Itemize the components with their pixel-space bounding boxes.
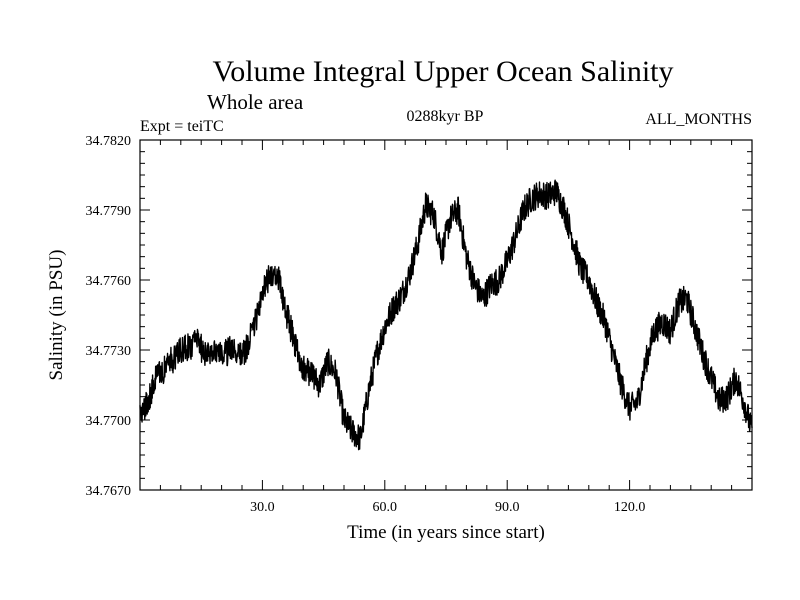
y-tick-label: 34.7670: [86, 484, 132, 499]
y-tick-label: 34.7820: [86, 134, 132, 149]
y-tick-label: 34.7760: [86, 274, 132, 289]
period-label: 0288kyr BP: [407, 108, 484, 125]
x-tick-label: 90.0: [495, 500, 520, 515]
plot-frame: [139, 139, 753, 491]
chart-subtitle: Whole area: [207, 90, 304, 114]
x-tick-label: 30.0: [250, 500, 275, 515]
y-tick-label: 34.7790: [86, 204, 132, 219]
plot-area: [139, 179, 753, 451]
salinity-series-line: [139, 179, 753, 451]
y-axis-label: Salinity (in PSU): [46, 250, 67, 381]
months-label: ALL_MONTHS: [645, 111, 752, 128]
y-tick-label: 34.7730: [86, 344, 132, 359]
x-tick-label: 120.0: [614, 500, 646, 515]
experiment-label: Expt = teiTC: [140, 118, 224, 135]
axis-ticks: 30.0 60.0 90.0 120.0 34.7670 34.7700 34.7730 34…: [86, 134, 752, 515]
y-tick-label: 34.7700: [86, 414, 132, 429]
x-tick-label: 60.0: [373, 500, 398, 515]
x-axis-label: Time (in years since start): [347, 522, 545, 543]
chart-title: Volume Integral Upper Ocean Salinity: [213, 55, 674, 88]
